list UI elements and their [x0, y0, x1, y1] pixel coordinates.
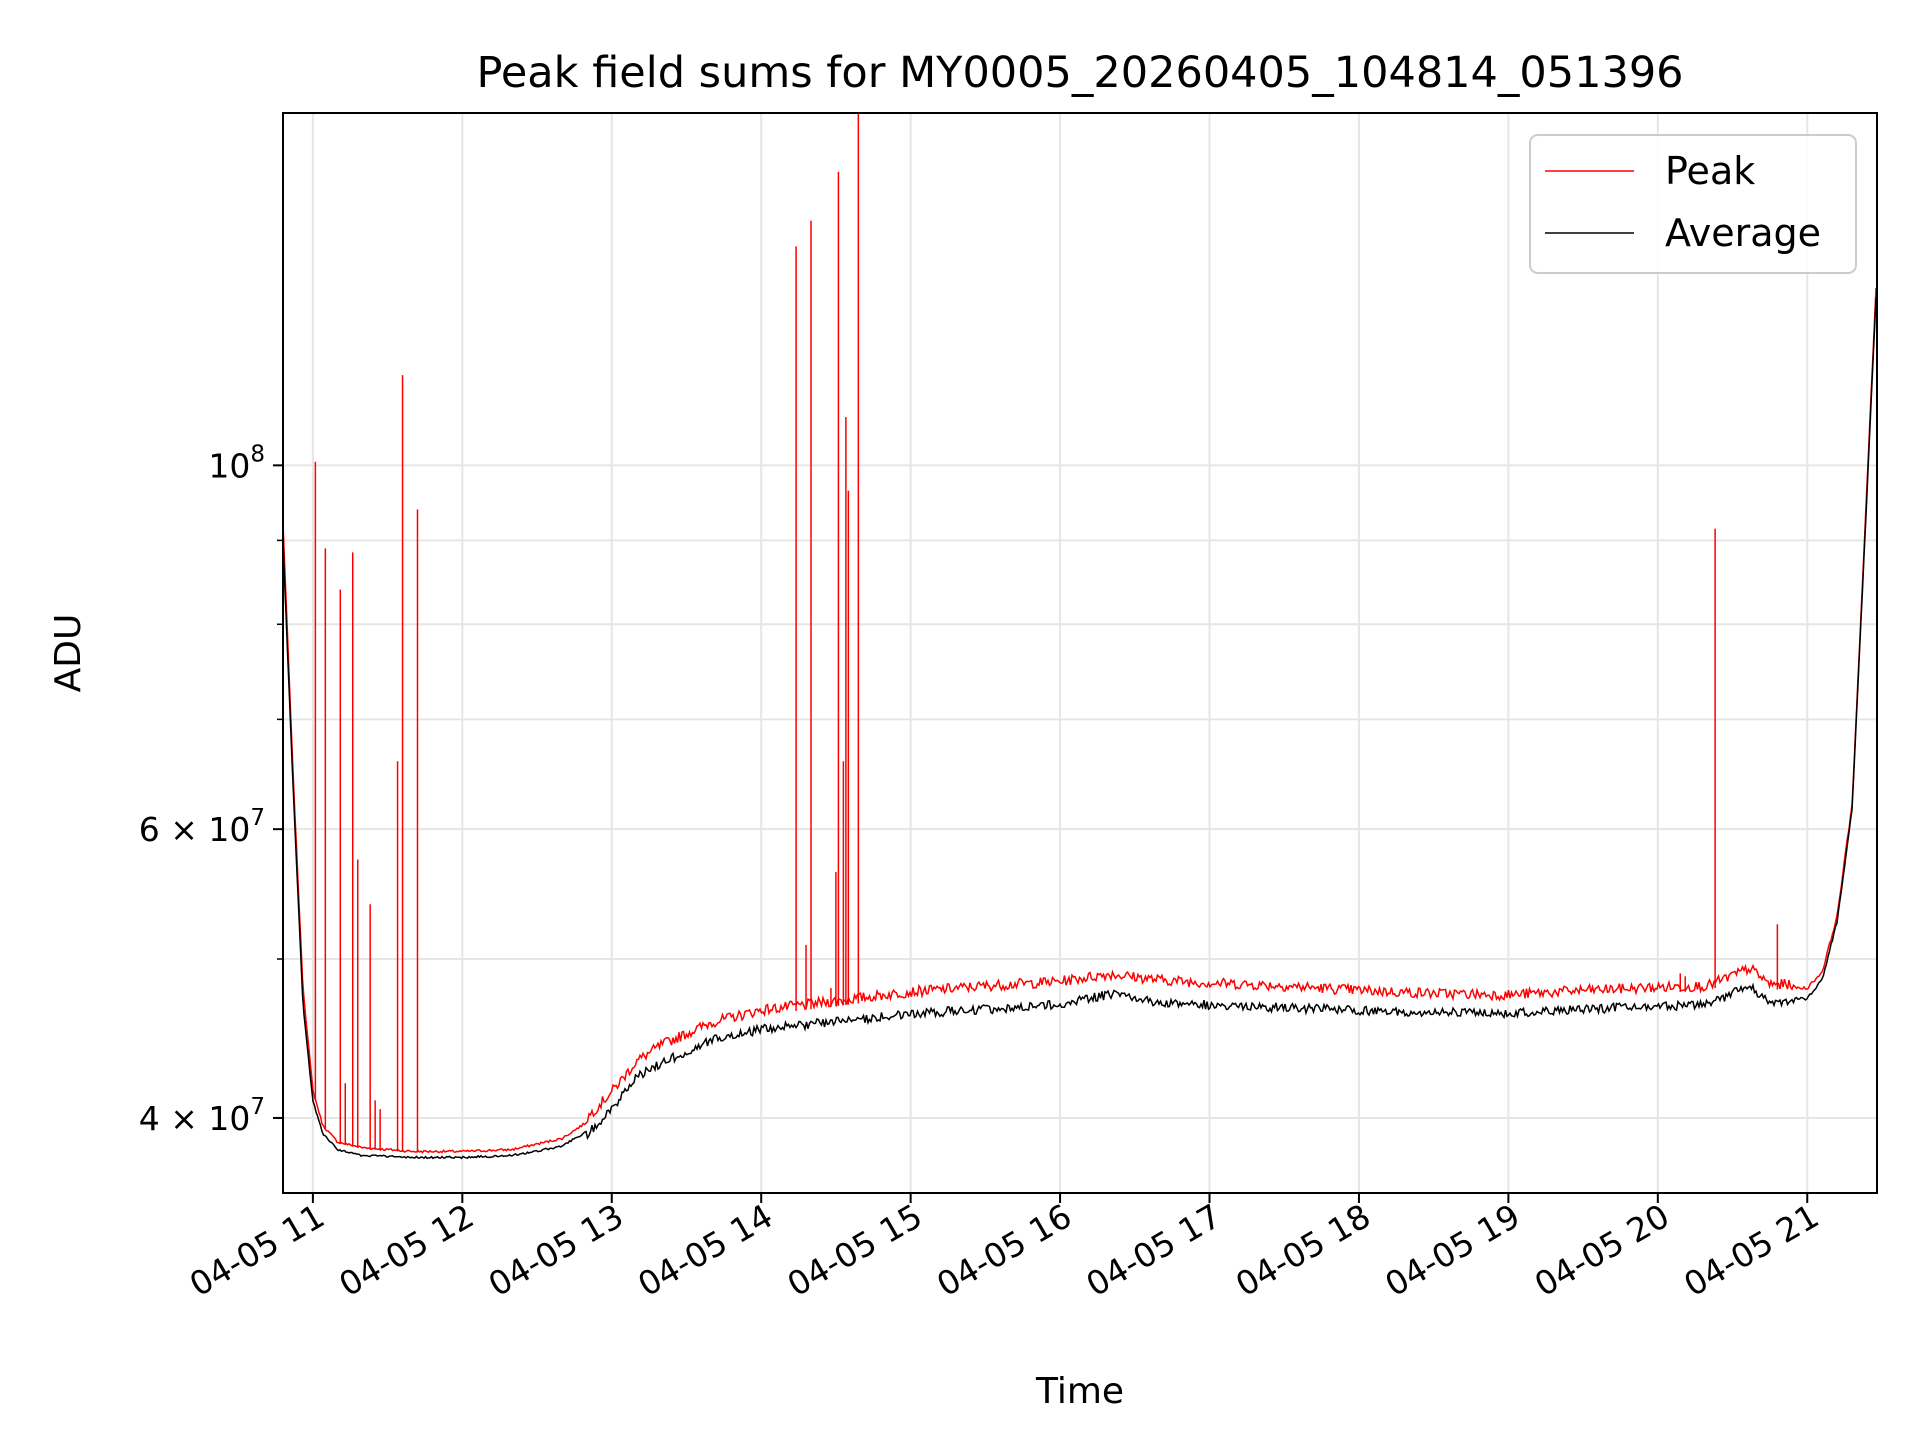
- legend-peak-label: Peak: [1665, 149, 1755, 193]
- y-tick-base: 10: [208, 446, 250, 485]
- y-tick-exponent: 7: [250, 805, 265, 831]
- series-layer: [283, 113, 1877, 1160]
- y-tick-exponent: 8: [250, 441, 265, 467]
- chart-title: Peak field sums for MY0005_20260405_1048…: [476, 48, 1683, 98]
- plot-background: [283, 113, 1877, 1193]
- legend: Peak Average: [1529, 134, 1857, 274]
- legend-box: [1529, 134, 1857, 274]
- y-tick-base: 6 × 10: [139, 810, 251, 849]
- y-tick-label: 108: [208, 441, 265, 485]
- series-peak-line: [283, 287, 1877, 1154]
- series-average-line: [283, 297, 1877, 1160]
- y-axis-label: ADU: [48, 614, 89, 693]
- y-tick-label: 6 × 107: [139, 805, 265, 849]
- y-tick-label: 4 × 107: [139, 1094, 265, 1138]
- plot-frame: [282, 112, 1878, 1194]
- y-tick-exponent: 7: [250, 1094, 265, 1120]
- grid: [283, 113, 1877, 1193]
- legend-average-label: Average: [1665, 211, 1821, 255]
- y-tick-base: 4 × 10: [139, 1099, 251, 1138]
- x-axis-label: Time: [1035, 1371, 1124, 1412]
